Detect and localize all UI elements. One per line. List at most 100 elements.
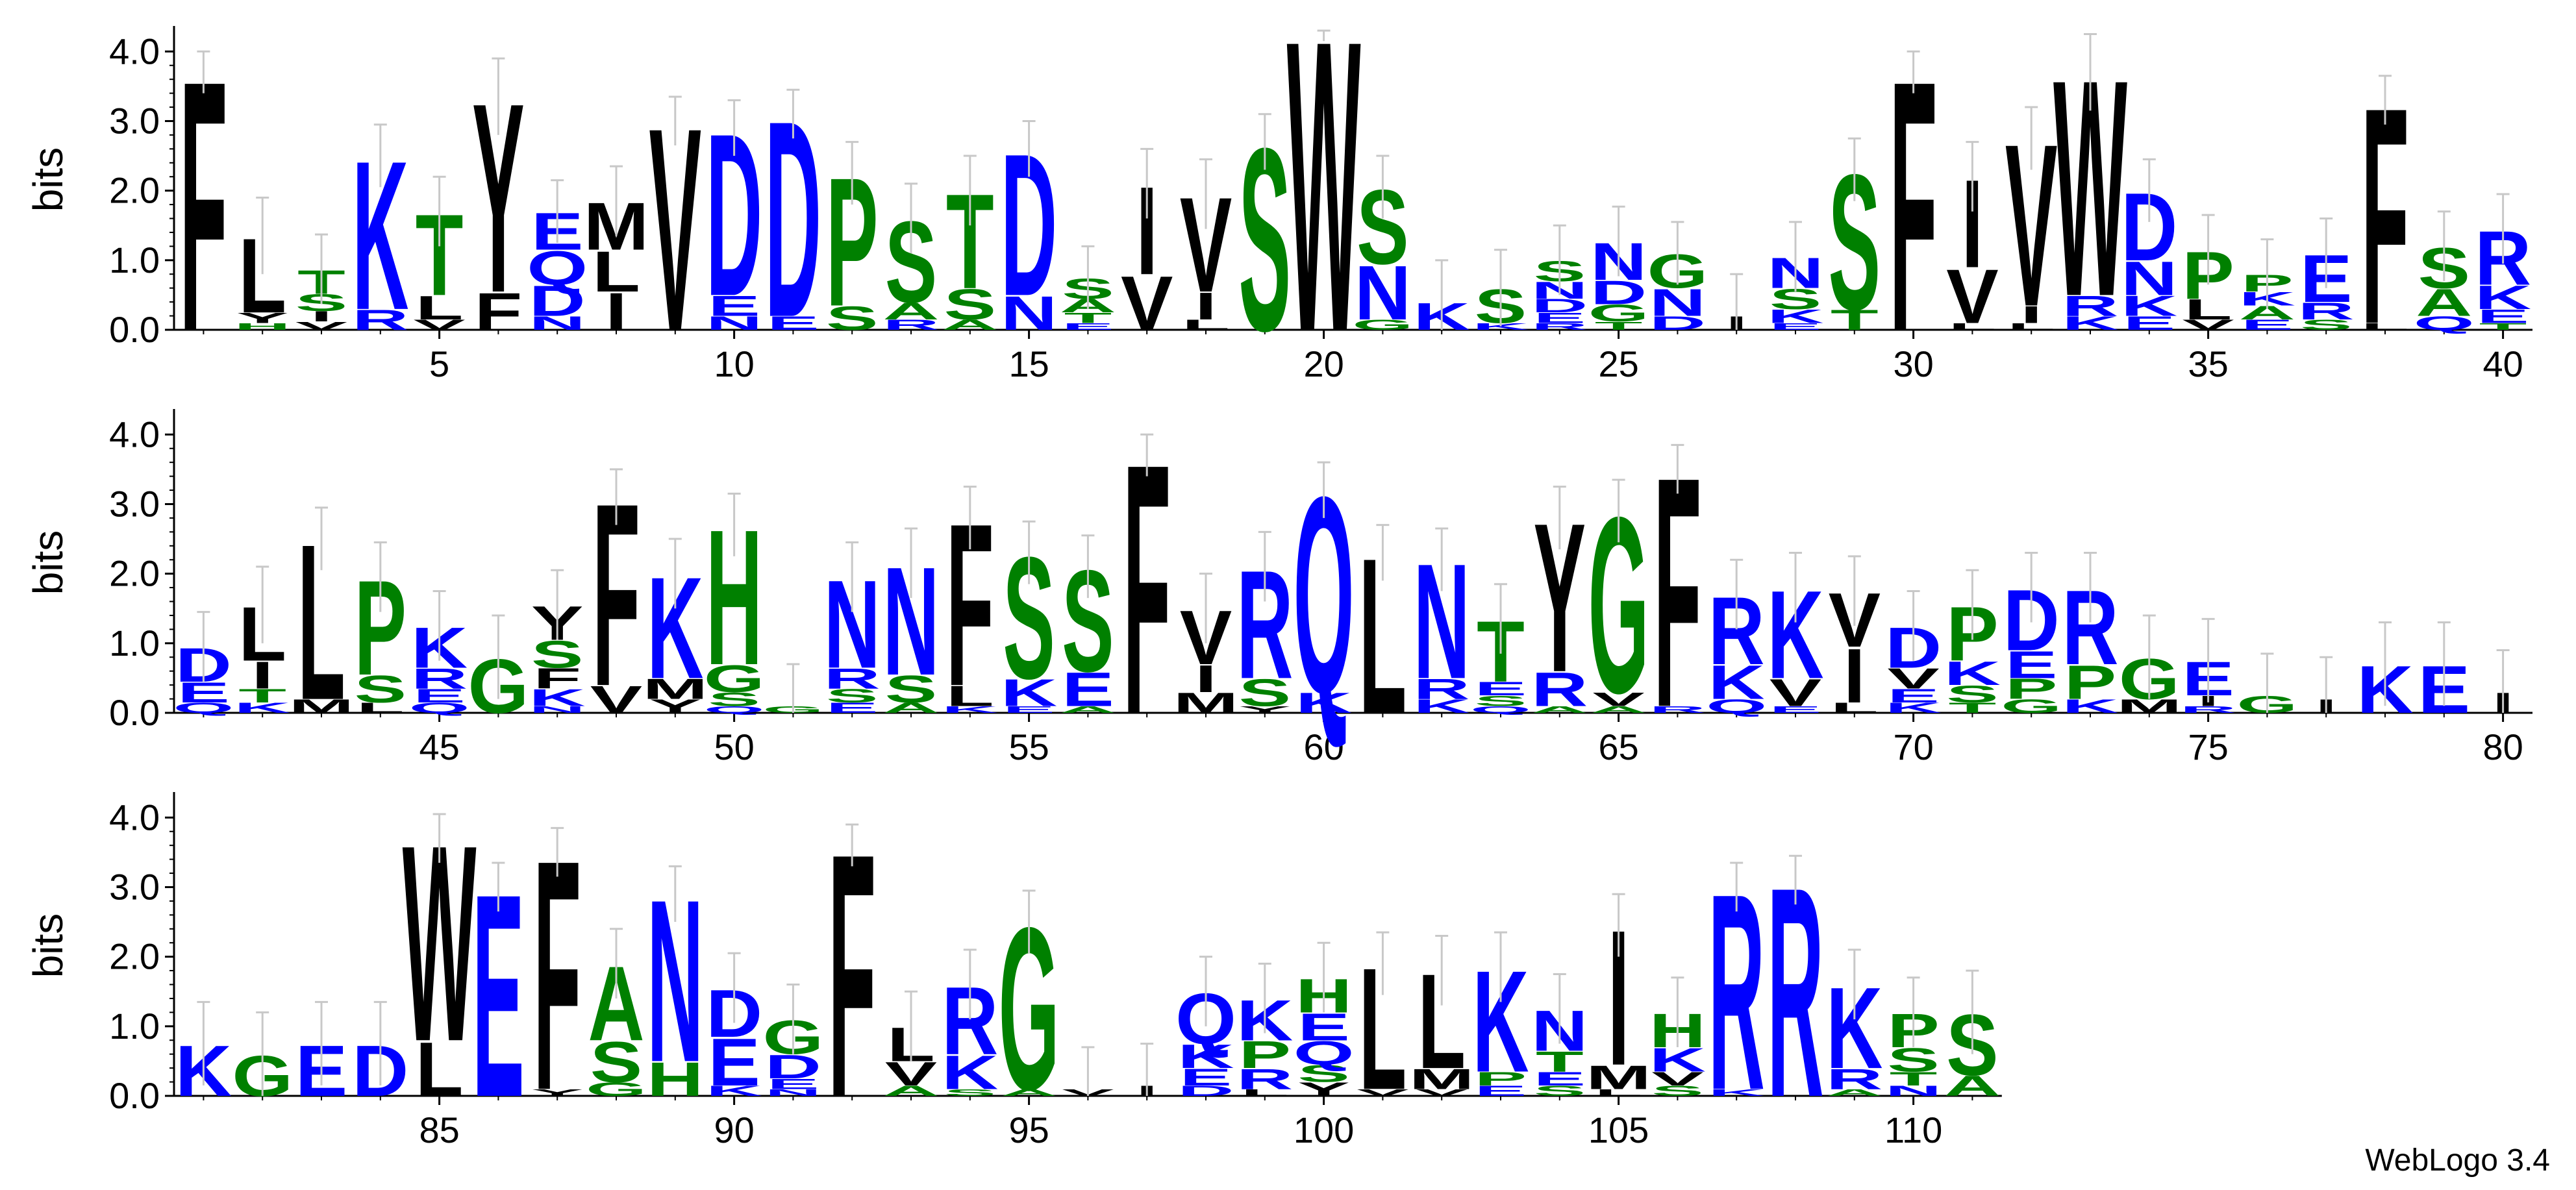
position-66-stack: RF (1649, 408, 1706, 775)
residue-letter-E: E (413, 685, 465, 706)
residue-letter-S: S (1475, 693, 1527, 709)
x-tick-label: 90 (714, 1109, 754, 1150)
position-81-stack: K (175, 1000, 232, 1111)
x-tick-label: 50 (714, 726, 754, 767)
residue-letter-A: A (1060, 704, 1116, 715)
residue-letter-W: W (1287, 0, 1362, 418)
position-84-stack: D (352, 1000, 408, 1111)
residue-letter-E: E (1475, 678, 1527, 699)
position-39-stack: QAS (2414, 210, 2475, 334)
residue-letter-G: G (586, 1078, 647, 1100)
y-tick-label: 2.0 (109, 170, 160, 211)
position-29-stack: TS (1829, 134, 1881, 351)
residue-letter-K: K (1295, 687, 1352, 719)
residue-letter-S: S (1297, 1060, 1349, 1087)
residue-letter-R: R (1414, 673, 1470, 706)
position-11-stack: ED (765, 63, 821, 376)
residue-letter-K: K (1708, 656, 1765, 710)
x-tick-label: 15 (1008, 343, 1049, 384)
residue-letter-P: P (1475, 1068, 1527, 1089)
residue-letter-E: E (1062, 321, 1114, 332)
residue-letter-K: K (1472, 321, 1529, 332)
residue-letter-N: N (1649, 281, 1706, 324)
residue-letter-T: T (1595, 319, 1643, 332)
position-68-stack: EVK (1767, 551, 1824, 715)
residue-letter-A: A (1001, 1087, 1057, 1098)
x-tick-label: 75 (2188, 726, 2228, 767)
position-46-stack: G (468, 614, 529, 730)
residue-letter-D: D (529, 277, 586, 325)
residue-letter-E: E (1180, 1063, 1232, 1091)
position-19-stack: S (1239, 93, 1291, 386)
position-38-stack: LF (2361, 42, 2409, 388)
residue-letter-N: N (706, 312, 762, 334)
residue-letter-A: A (2416, 281, 2472, 324)
residue-letter-E: E (1887, 685, 1939, 706)
position-85-stack: LW (403, 787, 477, 1113)
position-67-stack: QKR (1706, 558, 1767, 717)
residue-letter-K: K (1767, 305, 1823, 327)
residue-letter-V: V (413, 317, 466, 333)
position-10-stack: NED (706, 86, 762, 345)
residue-letter-F: F (533, 663, 581, 695)
position-26-stack: DNG (1647, 221, 1708, 334)
residue-letter-R: R (411, 663, 468, 695)
residue-letter-N: N (2121, 252, 2177, 306)
residue-letter-E: E (1769, 704, 1821, 715)
position-69-stack: LIV (1829, 555, 1881, 719)
y-tick-label: 1.0 (109, 240, 160, 280)
position-62-stack: KRN (1414, 527, 1470, 717)
residue-letter-L: L (1831, 700, 1879, 716)
residue-letter-T: T (1064, 310, 1112, 326)
x-tick-label: 25 (1598, 343, 1638, 384)
position-97-stack: I (1136, 1043, 1158, 1099)
position-56-stack: AES (1060, 534, 1116, 717)
residue-letter-G: G (1353, 317, 1414, 333)
position-6-stack: FY (472, 47, 524, 350)
residue-letter-G: G (2001, 695, 2062, 717)
residue-letter-V: V (1121, 261, 1173, 347)
residue-letter-S: S (1534, 1083, 1586, 1099)
position-14-stack: AST (942, 155, 998, 333)
position-61-stack: L (1359, 513, 1407, 761)
residue-letter-E: E (1534, 310, 1586, 326)
residue-letter-M: M (289, 695, 354, 717)
residue-letter-I: I (251, 654, 273, 697)
position-93-stack: AVL (882, 990, 940, 1099)
position-79-stack: E (2418, 621, 2470, 727)
y-tick-label: 3.0 (109, 866, 160, 907)
position-43-stack: ML (289, 499, 354, 747)
residue-letter-V: V (1946, 254, 1998, 340)
residue-letter-K: K (2062, 312, 2118, 334)
residue-letter-V: V (2182, 317, 2234, 333)
position-23-stack: KS (1472, 249, 1529, 334)
residue-letter-L: L (1182, 317, 1230, 333)
position-90-stack: KED (706, 952, 762, 1100)
residue-letter-S: S (885, 668, 937, 711)
position-59-stack: YSR (1236, 530, 1293, 715)
residue-letter-K: K (1649, 1041, 1706, 1078)
residue-letter-E: E (1003, 704, 1055, 715)
position-101-stack: VL (1357, 931, 1409, 1126)
residue-letter-Y: Y (1239, 704, 1291, 715)
position-35-stack: VLP (2182, 214, 2234, 333)
x-tick-label: 30 (1893, 343, 1933, 384)
residue-letter-L: L (2361, 321, 2409, 332)
residue-letter-V: V (1887, 663, 1939, 695)
position-86-stack: E (472, 834, 524, 1158)
position-48-stack: VF (590, 449, 642, 741)
residue-letter-T: T (1890, 1068, 1938, 1089)
residue-letter-P: P (2064, 656, 2116, 710)
y-tick-label: 4.0 (109, 31, 160, 71)
residue-letter-S: S (826, 299, 878, 337)
